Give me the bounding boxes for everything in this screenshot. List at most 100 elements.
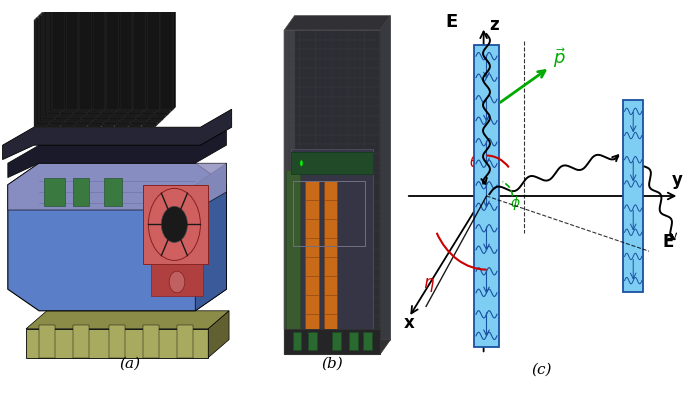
Polygon shape bbox=[50, 18, 63, 125]
Polygon shape bbox=[114, 5, 116, 114]
Polygon shape bbox=[36, 15, 52, 18]
Polygon shape bbox=[139, 10, 152, 117]
Polygon shape bbox=[147, 13, 149, 122]
Polygon shape bbox=[155, 5, 171, 8]
Polygon shape bbox=[71, 8, 73, 117]
Text: $\phi$: $\phi$ bbox=[510, 194, 520, 212]
Polygon shape bbox=[107, 15, 119, 122]
Polygon shape bbox=[143, 3, 146, 112]
Polygon shape bbox=[151, 264, 203, 296]
Polygon shape bbox=[87, 18, 90, 127]
Polygon shape bbox=[114, 8, 127, 114]
Polygon shape bbox=[39, 13, 54, 15]
Polygon shape bbox=[77, 15, 92, 18]
Polygon shape bbox=[66, 3, 78, 110]
Text: (a): (a) bbox=[120, 356, 140, 370]
Polygon shape bbox=[77, 18, 90, 125]
Polygon shape bbox=[66, 13, 82, 15]
Polygon shape bbox=[93, 15, 106, 122]
Polygon shape bbox=[52, 3, 65, 110]
Polygon shape bbox=[165, 8, 168, 117]
Circle shape bbox=[300, 160, 303, 166]
Polygon shape bbox=[130, 3, 132, 112]
Polygon shape bbox=[110, 13, 122, 120]
Polygon shape bbox=[71, 10, 84, 117]
Polygon shape bbox=[47, 18, 49, 127]
Polygon shape bbox=[147, 3, 160, 110]
Polygon shape bbox=[132, 18, 144, 125]
Polygon shape bbox=[114, 5, 130, 8]
Polygon shape bbox=[49, 3, 65, 5]
Polygon shape bbox=[78, 0, 81, 110]
Polygon shape bbox=[134, 15, 147, 122]
Polygon shape bbox=[55, 13, 68, 120]
Polygon shape bbox=[123, 13, 136, 120]
Polygon shape bbox=[88, 18, 103, 20]
Polygon shape bbox=[76, 15, 79, 125]
Bar bbox=[308, 332, 316, 350]
Polygon shape bbox=[47, 20, 60, 127]
Polygon shape bbox=[52, 0, 67, 3]
Text: $\eta$: $\eta$ bbox=[423, 276, 435, 294]
Polygon shape bbox=[150, 13, 163, 120]
Polygon shape bbox=[71, 8, 87, 10]
Polygon shape bbox=[154, 5, 157, 114]
Polygon shape bbox=[47, 8, 60, 114]
Polygon shape bbox=[115, 20, 128, 127]
Polygon shape bbox=[68, 10, 84, 13]
Polygon shape bbox=[136, 10, 152, 13]
Polygon shape bbox=[50, 15, 65, 18]
Polygon shape bbox=[99, 8, 114, 10]
Polygon shape bbox=[103, 3, 105, 112]
Polygon shape bbox=[100, 5, 103, 114]
Polygon shape bbox=[101, 18, 117, 20]
Polygon shape bbox=[155, 18, 158, 127]
Polygon shape bbox=[116, 3, 119, 112]
Polygon shape bbox=[68, 13, 82, 120]
Polygon shape bbox=[110, 10, 125, 13]
Text: $\mathbf{E}$: $\mathbf{E}$ bbox=[445, 13, 458, 31]
Polygon shape bbox=[92, 0, 108, 3]
Polygon shape bbox=[295, 16, 390, 340]
Polygon shape bbox=[123, 10, 138, 13]
Polygon shape bbox=[119, 0, 121, 110]
Polygon shape bbox=[105, 0, 108, 110]
Polygon shape bbox=[145, 15, 160, 18]
Polygon shape bbox=[74, 8, 87, 114]
Polygon shape bbox=[153, 10, 165, 117]
Polygon shape bbox=[171, 3, 173, 112]
Polygon shape bbox=[119, 13, 122, 122]
Polygon shape bbox=[96, 13, 108, 120]
Bar bbox=[323, 181, 337, 332]
Bar bbox=[73, 325, 88, 358]
Polygon shape bbox=[63, 5, 76, 112]
Polygon shape bbox=[87, 5, 89, 114]
Polygon shape bbox=[68, 10, 71, 120]
Bar bbox=[291, 152, 373, 174]
Bar bbox=[284, 329, 380, 354]
Polygon shape bbox=[60, 18, 63, 127]
Polygon shape bbox=[158, 15, 160, 125]
Polygon shape bbox=[88, 20, 101, 127]
Bar bbox=[45, 178, 65, 206]
Bar bbox=[291, 149, 373, 336]
Polygon shape bbox=[115, 18, 130, 20]
Bar bbox=[623, 100, 643, 292]
Polygon shape bbox=[284, 16, 390, 30]
Polygon shape bbox=[134, 0, 149, 3]
Polygon shape bbox=[157, 3, 160, 112]
Polygon shape bbox=[114, 18, 117, 127]
Polygon shape bbox=[79, 3, 92, 110]
Polygon shape bbox=[60, 5, 76, 8]
Polygon shape bbox=[122, 10, 125, 120]
Polygon shape bbox=[117, 3, 132, 5]
Polygon shape bbox=[3, 109, 232, 160]
Polygon shape bbox=[160, 3, 173, 110]
Text: $\vec{p}$: $\vec{p}$ bbox=[553, 46, 566, 70]
Polygon shape bbox=[75, 20, 87, 127]
Bar bbox=[292, 332, 301, 350]
Polygon shape bbox=[42, 10, 57, 13]
Polygon shape bbox=[121, 13, 136, 15]
Polygon shape bbox=[47, 5, 62, 8]
Polygon shape bbox=[101, 20, 114, 127]
